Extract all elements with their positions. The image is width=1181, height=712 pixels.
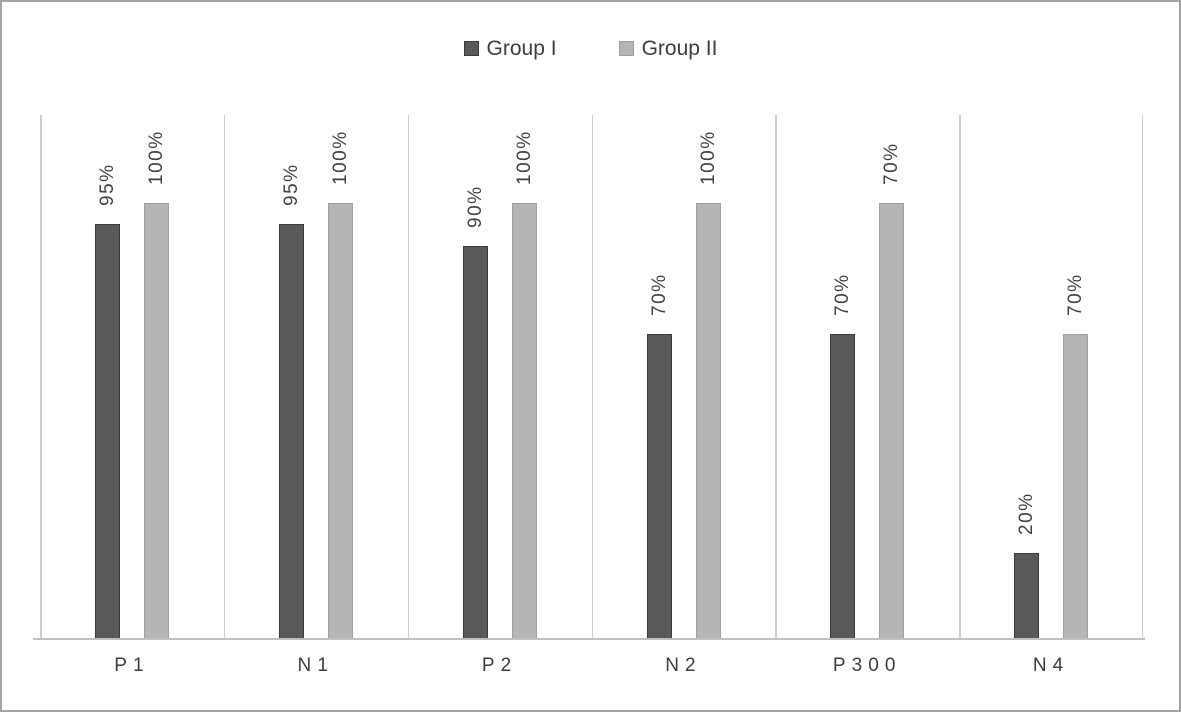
bar-value-label: 20% (1016, 491, 1038, 535)
legend-item: Group II (618, 36, 718, 60)
bar-value-label: 100% (513, 129, 535, 185)
x-axis-line (33, 638, 1145, 640)
category-label: P2 (481, 655, 518, 676)
bar-value-label: 70% (1065, 273, 1087, 316)
bar-group-ii (695, 202, 721, 640)
bar-group-i (462, 246, 488, 640)
bar-group-ii (144, 202, 169, 640)
category-label: N1 (297, 655, 334, 676)
category-label: N4 (1032, 655, 1070, 676)
legend-label: Group I (486, 36, 557, 60)
bar-group-i (646, 333, 672, 640)
bar-group-ii (511, 202, 537, 640)
legend-label: Group II (641, 36, 718, 60)
bar-group-ii (879, 202, 905, 640)
bar-value-label: 70% (832, 273, 854, 316)
x-axis-labels: P1 N1 P2 N2 P300 N4 (40, 655, 1143, 685)
category-gridline (591, 115, 593, 640)
bar-value-label: 70% (648, 273, 670, 316)
bar-group-i (1014, 552, 1040, 640)
bar-value-label: 100% (146, 129, 167, 185)
plot-area: 95% 95% 90% 70% 70% 20% 100% 100% 100% 100% 70% 70% (40, 115, 1143, 640)
legend-swatch-icon (463, 40, 479, 56)
legend-item: Group I (463, 36, 557, 60)
bar-value-label: 95% (97, 163, 118, 207)
bar-value-label: 70% (881, 141, 903, 185)
bar-group-ii (1063, 333, 1089, 640)
category-label: N2 (665, 655, 702, 676)
legend-swatch-icon (618, 40, 634, 56)
bar-value-label: 95% (280, 163, 302, 207)
bar-group-i (95, 224, 120, 640)
bar-value-label: 100% (697, 129, 719, 185)
category-gridline (775, 115, 777, 640)
bar-value-label: 90% (464, 185, 486, 229)
category-gridline (959, 115, 961, 640)
category-gridline (407, 115, 410, 640)
category-label: P300 (832, 655, 902, 676)
category-gridline (223, 115, 226, 640)
bar-value-label: 100% (329, 129, 351, 185)
category-gridline (1141, 115, 1143, 640)
category-gridline (40, 115, 42, 640)
legend: Group I Group II (0, 33, 1181, 63)
bar-group-i (830, 333, 856, 640)
bar-group-i (278, 224, 304, 640)
bar-group-ii (327, 202, 353, 640)
category-label: P1 (114, 655, 150, 676)
